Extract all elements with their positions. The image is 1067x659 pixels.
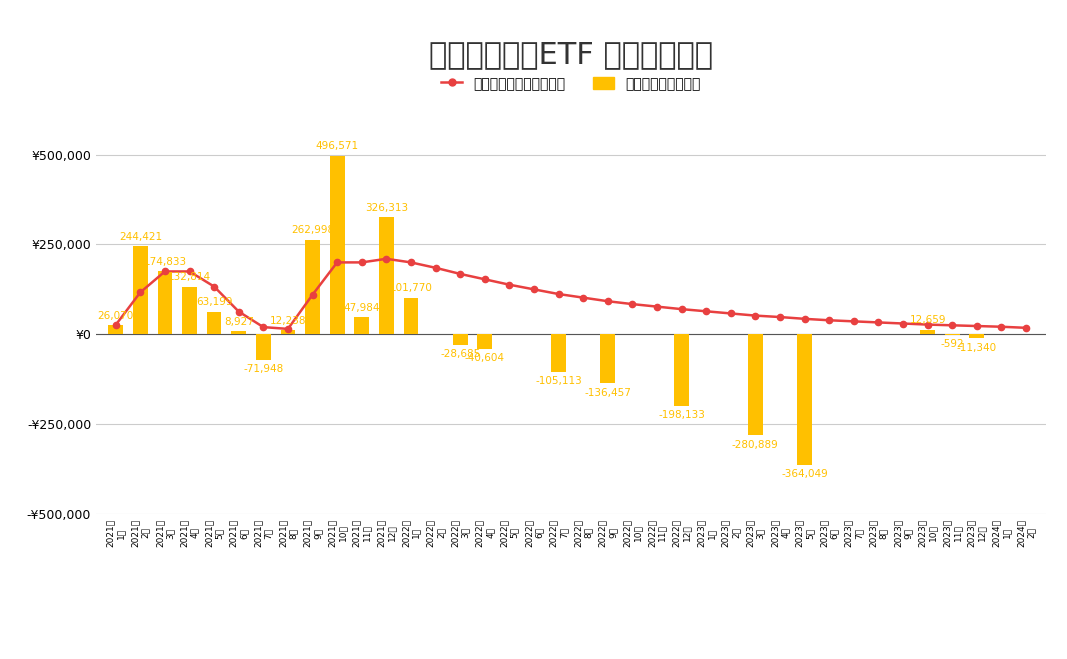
Bar [748, 334, 763, 435]
Bar [158, 272, 172, 334]
Text: 262,998: 262,998 [291, 225, 334, 235]
Text: 101,770: 101,770 [389, 283, 432, 293]
Text: -280,889: -280,889 [732, 440, 779, 449]
Legend: 平均実現損益（利確額）, 実現損益（利確額）: 平均実現損益（利確額）, 実現損益（利確額） [435, 71, 706, 96]
Text: -28,685: -28,685 [440, 349, 480, 359]
Bar [452, 334, 467, 345]
Bar [674, 334, 689, 405]
Text: 8,927: 8,927 [224, 317, 254, 327]
Bar [281, 330, 296, 334]
Title: トライオートETF 月別実現損益: トライオートETF 月別実現損益 [429, 40, 713, 69]
Bar [182, 287, 197, 334]
Text: 63,199: 63,199 [196, 297, 233, 307]
Bar [920, 330, 935, 334]
Text: -11,340: -11,340 [957, 343, 997, 353]
Bar [797, 334, 812, 465]
Text: -40,604: -40,604 [465, 353, 505, 363]
Bar [330, 156, 345, 334]
Text: -364,049: -364,049 [781, 469, 828, 480]
Text: 174,833: 174,833 [143, 257, 187, 267]
Text: 26,070: 26,070 [97, 310, 133, 321]
Bar [552, 334, 566, 372]
Text: 326,313: 326,313 [365, 203, 408, 213]
Text: 12,659: 12,659 [909, 316, 945, 326]
Text: 496,571: 496,571 [316, 142, 359, 152]
Text: -592: -592 [940, 339, 964, 349]
Bar [109, 325, 123, 334]
Bar [601, 334, 616, 384]
Text: 12,238: 12,238 [270, 316, 306, 326]
Bar [354, 317, 369, 334]
Bar [379, 217, 394, 334]
Text: 47,984: 47,984 [344, 302, 380, 313]
Bar [133, 246, 147, 334]
Bar [403, 298, 418, 334]
Text: -198,133: -198,133 [658, 410, 705, 420]
Text: -71,948: -71,948 [243, 364, 284, 374]
Bar [477, 334, 492, 349]
Text: -105,113: -105,113 [536, 376, 582, 386]
Bar [207, 312, 222, 334]
Bar [970, 334, 984, 338]
Text: 244,421: 244,421 [118, 232, 162, 242]
Text: 132,814: 132,814 [168, 272, 211, 282]
Text: -136,457: -136,457 [585, 387, 632, 397]
Bar [305, 240, 320, 334]
Bar [232, 331, 246, 334]
Bar [256, 334, 271, 360]
